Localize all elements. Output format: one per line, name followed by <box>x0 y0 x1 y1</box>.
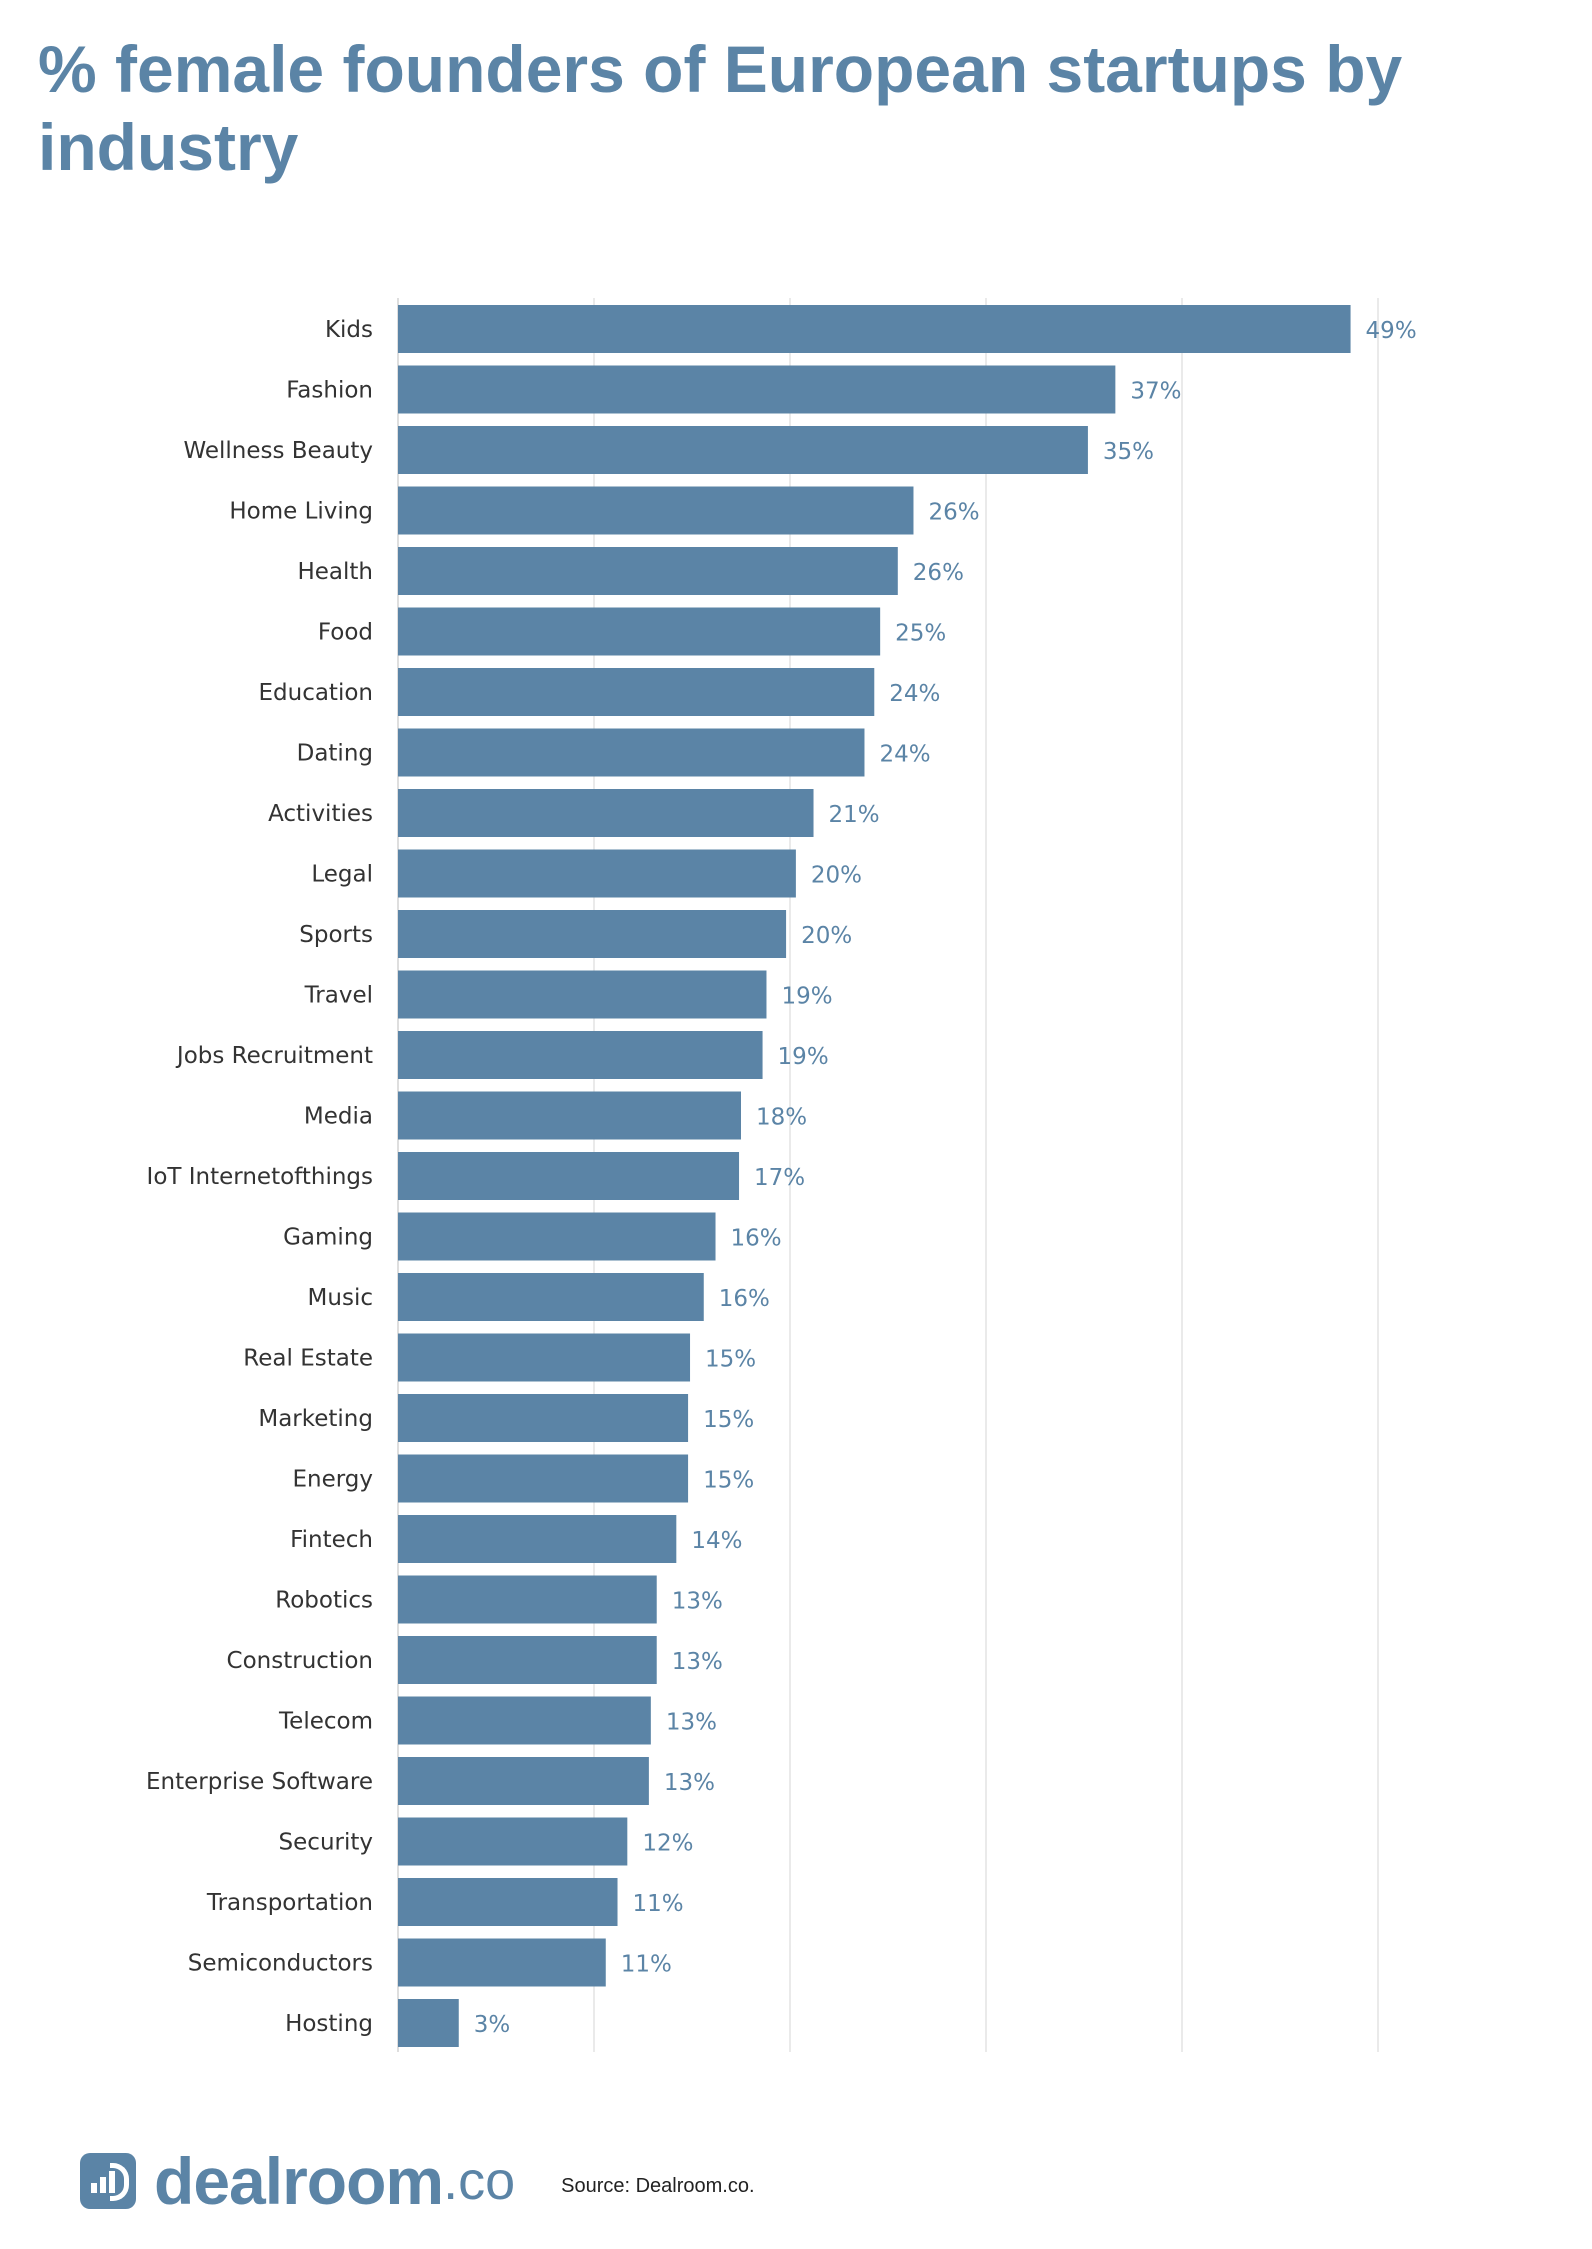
bar <box>398 1999 459 2047</box>
category-labels: Kids Fashion Wellness Beauty Home Living Hea… <box>146 317 373 2037</box>
bars <box>398 305 1351 2047</box>
data-label: 17% <box>754 1165 805 1191</box>
category-label: Marketing <box>258 1406 373 1432</box>
bar <box>398 849 796 898</box>
data-label: 19% <box>781 984 832 1010</box>
data-label: 13% <box>666 1710 717 1736</box>
bar-chart: Kids Fashion Wellness Beauty Home Living Hea… <box>146 298 1417 2052</box>
data-label: 19% <box>778 1044 829 1070</box>
data-label: 16% <box>731 1226 782 1252</box>
bar <box>398 728 865 777</box>
data-label: 13% <box>672 1589 723 1615</box>
data-label: 13% <box>664 1770 715 1796</box>
data-label: 3% <box>474 2012 511 2038</box>
data-label: 11% <box>621 1952 672 1978</box>
bar <box>398 910 787 958</box>
data-label: 37% <box>1130 379 1181 405</box>
data-label: 15% <box>703 1407 754 1433</box>
category-label: Education <box>258 680 373 706</box>
bar <box>398 426 1088 474</box>
category-label: Security <box>279 1830 373 1856</box>
category-label: Health <box>297 559 373 585</box>
bar <box>398 607 881 656</box>
category-label: Real Estate <box>243 1346 373 1372</box>
bar <box>398 1817 628 1866</box>
data-label: 24% <box>879 742 930 768</box>
category-label: Travel <box>304 983 373 1009</box>
data-label: 13% <box>672 1649 723 1675</box>
logo-wordmark: dealroom <box>154 2144 444 2218</box>
category-label: Transportation <box>206 1890 373 1916</box>
footer: dealroom .co Source: Dealroom.co. <box>80 2146 755 2216</box>
bar <box>398 789 814 837</box>
category-label: Telecom <box>278 1709 373 1735</box>
category-label: Energy <box>292 1467 373 1493</box>
bar <box>398 486 914 535</box>
data-label: 11% <box>633 1891 684 1917</box>
bar <box>398 365 1116 414</box>
data-label: 21% <box>829 802 880 828</box>
logo-suffix: .co <box>443 2151 516 2211</box>
bar <box>398 1696 651 1745</box>
dealroom-logo-icon <box>80 2153 136 2209</box>
category-label: IoT Internetofthings <box>147 1164 373 1190</box>
category-label: Hosting <box>285 2011 373 2037</box>
category-label: Kids <box>325 317 373 343</box>
category-label: Fintech <box>290 1527 373 1553</box>
bar <box>398 547 898 595</box>
data-label: 24% <box>889 681 940 707</box>
data-label: 12% <box>642 1831 693 1857</box>
bar <box>398 1938 606 1987</box>
data-label: 15% <box>705 1347 756 1373</box>
chart-title: % female founders of European startups b… <box>38 32 1403 184</box>
bar <box>398 1091 741 1140</box>
bar <box>398 1152 740 1200</box>
category-label: Fashion <box>286 378 373 404</box>
category-label: Home Living <box>229 499 373 525</box>
bar <box>398 1515 677 1563</box>
bar <box>398 1273 704 1321</box>
category-label: Gaming <box>283 1225 373 1251</box>
category-label: Food <box>318 620 373 646</box>
bar <box>398 1575 657 1624</box>
data-label: 26% <box>928 500 979 526</box>
data-label: 49% <box>1366 318 1417 344</box>
category-label: Dating <box>297 741 373 767</box>
bar <box>398 1394 689 1442</box>
source-note: Source: Dealroom.co. <box>561 2174 755 2197</box>
data-label: 20% <box>801 923 852 949</box>
category-label: Construction <box>227 1648 373 1674</box>
bar <box>398 1333 691 1382</box>
bar <box>398 305 1351 353</box>
bar <box>398 1878 618 1926</box>
bar <box>398 1212 716 1261</box>
category-label: Wellness Beauty <box>183 438 373 464</box>
data-label: 16% <box>719 1286 770 1312</box>
category-label: Sports <box>299 922 373 948</box>
data-label: 35% <box>1103 439 1154 465</box>
bar <box>398 1031 763 1079</box>
bar <box>398 970 767 1019</box>
bar <box>398 1757 649 1805</box>
category-label: Music <box>308 1285 373 1311</box>
data-label: 18% <box>756 1105 807 1131</box>
bar <box>398 668 875 716</box>
bar <box>398 1454 689 1503</box>
data-label: 15% <box>703 1468 754 1494</box>
data-label: 25% <box>895 621 946 647</box>
category-label: Media <box>304 1104 373 1130</box>
data-label: 20% <box>811 863 862 889</box>
data-label: 26% <box>913 560 964 586</box>
category-label: Robotics <box>275 1588 373 1614</box>
value-labels: 49% 37% 35% 26% 26% 25% 24% 24% 21% 20% 20% 19% 19% 1… <box>474 318 1417 2038</box>
category-label: Activities <box>268 801 373 827</box>
data-label: 14% <box>691 1528 742 1554</box>
category-label: Semiconductors <box>188 1951 373 1977</box>
bar <box>398 1636 657 1684</box>
category-label: Legal <box>311 862 373 888</box>
category-label: Enterprise Software <box>146 1769 373 1795</box>
category-label: Jobs Recruitment <box>175 1043 373 1069</box>
